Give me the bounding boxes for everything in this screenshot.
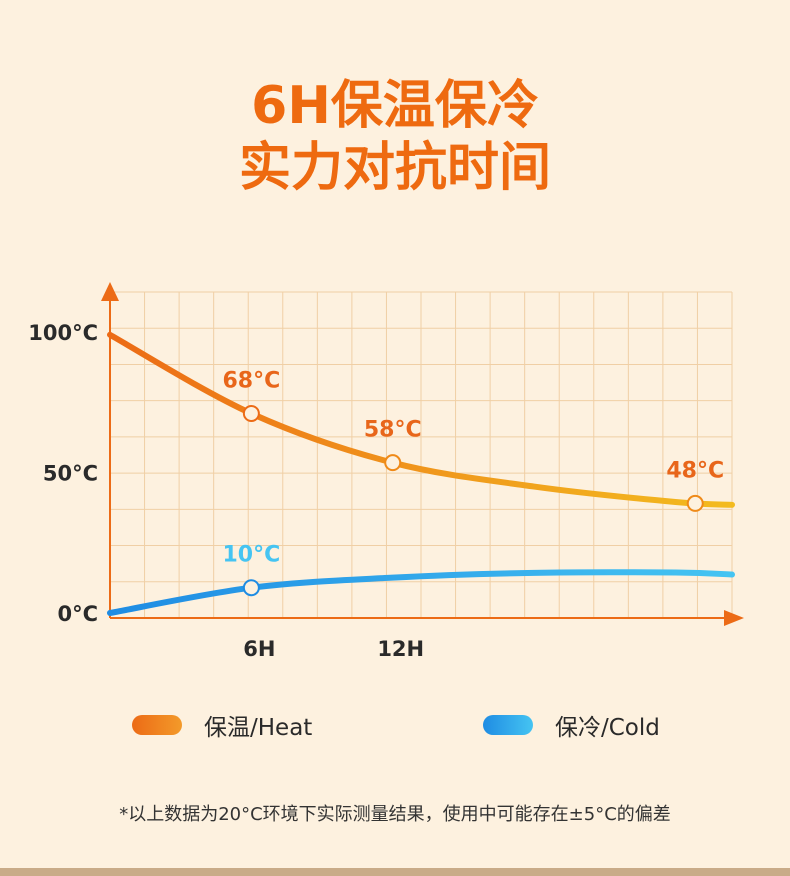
x-tick-label: 6H xyxy=(243,637,275,661)
data-point-marker-heat xyxy=(686,494,704,512)
legend-swatch-heat xyxy=(132,715,182,735)
legend-label-heat: 保温/Heat xyxy=(204,715,313,741)
data-point-marker-heat xyxy=(384,454,402,472)
chart-labels: 0°C 50°C 100°C 6H 12H 68°C 58°C 48°C 10°C xyxy=(28,321,724,661)
data-point-marker-heat xyxy=(242,404,260,422)
y-axis-arrow-icon xyxy=(101,282,119,301)
legend-item-heat: 保温/Heat xyxy=(132,705,312,745)
data-label-heat: 58°C xyxy=(364,418,422,443)
legend-item-cold: 保冷/Cold xyxy=(483,705,660,745)
x-tick-label: 12H xyxy=(377,637,424,661)
x-axis-arrow-icon xyxy=(724,610,744,626)
y-tick-label: 50°C xyxy=(43,462,98,486)
y-tick-label: 100°C xyxy=(28,321,98,345)
temperature-line-chart: 0°C 50°C 100°C 6H 12H 68°C 58°C 48°C 10°C xyxy=(28,282,744,661)
page-title-line-2: 实力对抗时间 xyxy=(238,138,551,198)
series-line-heat xyxy=(107,331,735,508)
series-line-cold xyxy=(107,569,735,616)
footnote: *以上数据为20°C环境下实际测量结果，使用中可能存在±5°C的偏差 xyxy=(119,804,671,825)
data-label-cold: 10°C xyxy=(222,543,280,568)
chart-axes xyxy=(101,282,744,626)
chart-grid xyxy=(109,291,733,619)
data-label-heat: 68°C xyxy=(222,368,280,393)
legend-label-cold: 保冷/Cold xyxy=(555,715,660,741)
data-point-marker-cold xyxy=(242,579,260,597)
bottom-divider xyxy=(0,868,790,876)
y-tick-label: 0°C xyxy=(57,602,98,626)
page-title-line-1: 6H保温保冷 xyxy=(251,76,539,136)
chart-series xyxy=(107,331,735,616)
legend-swatch-cold xyxy=(483,715,533,735)
data-label-heat: 48°C xyxy=(666,458,724,483)
